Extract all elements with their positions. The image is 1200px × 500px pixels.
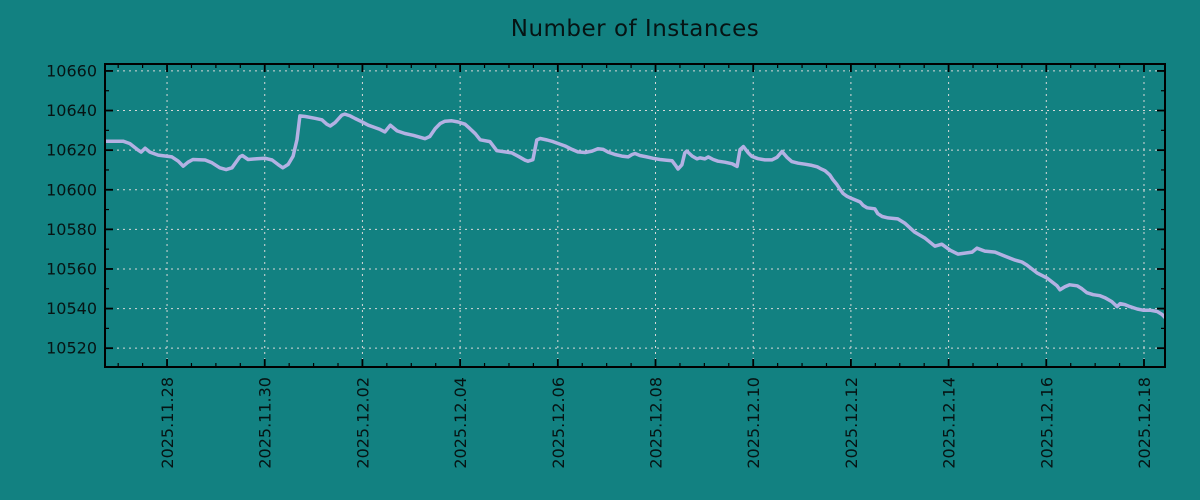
- y-tick-label: 10660: [46, 61, 97, 80]
- x-tick-label: 2025.12.08: [647, 377, 666, 469]
- x-tick-label: 2025.12.12: [842, 377, 861, 469]
- y-tick-label: 10540: [46, 299, 97, 318]
- x-tick-label: 2025.12.16: [1037, 377, 1056, 469]
- x-tick-label: 2025.11.30: [256, 377, 275, 469]
- chart-title: Number of Instances: [510, 16, 760, 42]
- x-tick-label: 2025.12.06: [549, 377, 568, 469]
- series-line-instances: [105, 112, 1165, 320]
- y-tick-label: 10520: [46, 339, 97, 358]
- x-tick-label: 2025.12.18: [1135, 377, 1154, 469]
- y-tick-label: 10600: [46, 180, 97, 199]
- y-tick-label: 10640: [46, 101, 97, 120]
- x-tick-label: 2025.11.28: [158, 377, 177, 469]
- x-tick-label: 2025.12.10: [744, 377, 763, 469]
- plot-border: [104, 63, 1166, 368]
- y-tick-label: 10580: [46, 220, 97, 239]
- x-tick-label: 2025.12.04: [451, 377, 470, 469]
- x-tick-label: 2025.12.14: [940, 377, 959, 469]
- y-tick-label: 10560: [46, 259, 97, 278]
- x-tick-label: 2025.12.02: [353, 377, 372, 469]
- y-tick-label: 10620: [46, 141, 97, 160]
